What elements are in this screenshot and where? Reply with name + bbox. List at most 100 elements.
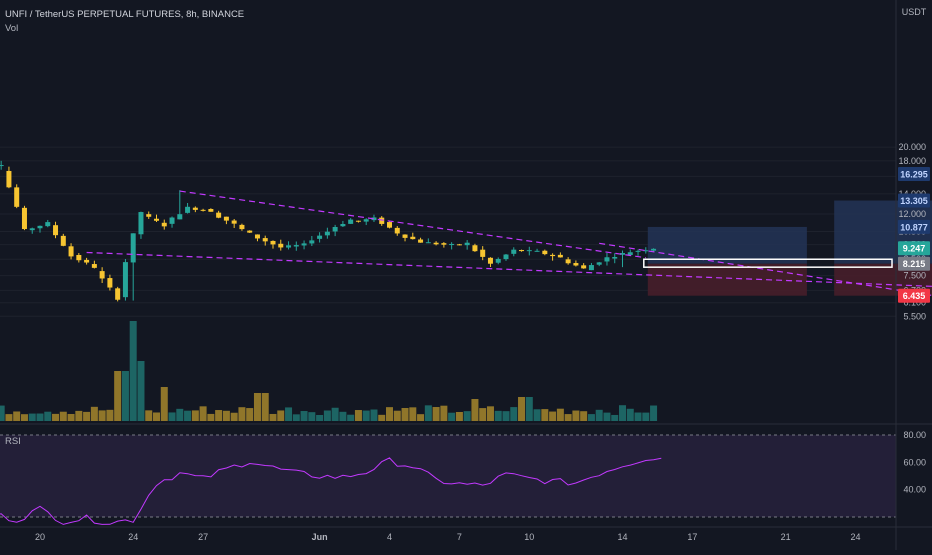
candle-body	[239, 224, 245, 230]
candle-body	[557, 254, 563, 258]
time-tick-label: 20	[35, 532, 45, 542]
rsi-tick-label: 60.00	[903, 457, 926, 467]
volume-bar	[494, 410, 502, 421]
volume-bar	[339, 411, 347, 421]
price-marker-target	[898, 193, 930, 208]
candle-body	[216, 212, 222, 218]
candle-body	[612, 256, 618, 259]
rsi-band	[0, 435, 896, 517]
candle-body	[223, 216, 229, 221]
volume-bar	[300, 411, 308, 421]
candle-body	[115, 288, 121, 300]
volume-bar	[90, 406, 98, 421]
candle-body	[45, 222, 51, 227]
volume-bar	[626, 408, 634, 421]
price-marker-label: 6.435	[903, 291, 926, 301]
volume-bar	[564, 414, 572, 421]
currency-label: USDT	[902, 7, 927, 17]
stop-zone	[647, 263, 807, 296]
price-marker-target	[898, 219, 930, 234]
volume-bar	[603, 412, 611, 421]
volume-bar	[650, 405, 658, 421]
candle-body	[573, 263, 579, 266]
volume-bar	[424, 405, 432, 421]
volume-bar	[269, 413, 277, 421]
price-marker-stop	[898, 288, 930, 303]
volume-bar	[83, 411, 91, 421]
candle-body	[21, 207, 27, 230]
volume-bar	[479, 408, 487, 421]
volume-bar	[378, 414, 386, 421]
price-marker-label: 10.877	[900, 222, 928, 232]
volume-bar	[518, 397, 526, 421]
volume-bar	[510, 407, 518, 421]
volume-bar	[642, 412, 650, 421]
candle-body	[503, 254, 509, 260]
candle-body	[620, 253, 625, 255]
candle-body	[192, 207, 198, 210]
volume-bar	[471, 399, 479, 421]
volume-bar	[238, 407, 246, 421]
candle-body	[0, 165, 4, 167]
volume-bar	[176, 408, 184, 421]
time-tick-label: 4	[387, 532, 392, 542]
volume-bar	[486, 406, 494, 421]
volume-bar	[36, 413, 44, 421]
volume-bar	[455, 411, 463, 421]
candle-body	[84, 259, 90, 263]
volume-bar	[572, 410, 580, 421]
price-marker-label: 8.215	[903, 259, 926, 269]
volume-bar	[98, 410, 106, 421]
volume-bar	[114, 371, 122, 421]
candle-body	[107, 278, 113, 288]
volume-bar	[59, 411, 67, 421]
time-tick-label: 14	[617, 532, 627, 542]
candle-body	[146, 214, 152, 217]
entry-box	[643, 258, 893, 268]
price-marker-label: 9.247	[903, 244, 926, 254]
candle-body	[635, 250, 641, 252]
volume-bar	[316, 414, 324, 421]
candle-body	[254, 234, 260, 239]
volume-bar	[634, 412, 642, 421]
volume-bar	[199, 406, 207, 421]
rsi-line	[0, 457, 662, 525]
candle-body	[379, 217, 385, 224]
candle-body	[565, 259, 571, 264]
candle-body	[332, 226, 338, 232]
time-tick-label: 21	[781, 532, 791, 542]
volume-bar	[215, 410, 223, 421]
volume-bar	[533, 409, 541, 421]
candle-body	[154, 218, 159, 221]
time-tick-label: 17	[687, 532, 697, 542]
candle-body	[14, 187, 20, 207]
volume-bar	[20, 414, 28, 421]
volume-bar	[292, 414, 300, 421]
volume-bar	[121, 371, 129, 421]
volume-bar	[556, 408, 564, 421]
volume-bar	[168, 412, 176, 421]
candle-body	[340, 224, 346, 227]
candle-body	[495, 258, 501, 263]
candle-body	[262, 238, 268, 242]
candle-body	[278, 243, 284, 248]
candle-body	[371, 217, 377, 221]
price-tick-label: 12.000	[898, 209, 926, 219]
volume-bar	[13, 411, 21, 421]
candle-body	[464, 242, 470, 246]
volume-bar	[261, 393, 269, 421]
candle-body	[293, 245, 299, 247]
price-tick-label: 18.000	[898, 156, 926, 166]
candle-body	[6, 170, 12, 188]
candle-body	[449, 243, 455, 246]
rsi-tick-label: 40.00	[903, 485, 926, 495]
volume-bar	[401, 407, 409, 421]
candle-body	[588, 265, 594, 271]
candle-body	[68, 246, 74, 257]
volume-bar	[52, 413, 60, 421]
candle-body	[433, 242, 439, 245]
volume-bar	[448, 412, 456, 421]
candle-body	[208, 208, 214, 212]
